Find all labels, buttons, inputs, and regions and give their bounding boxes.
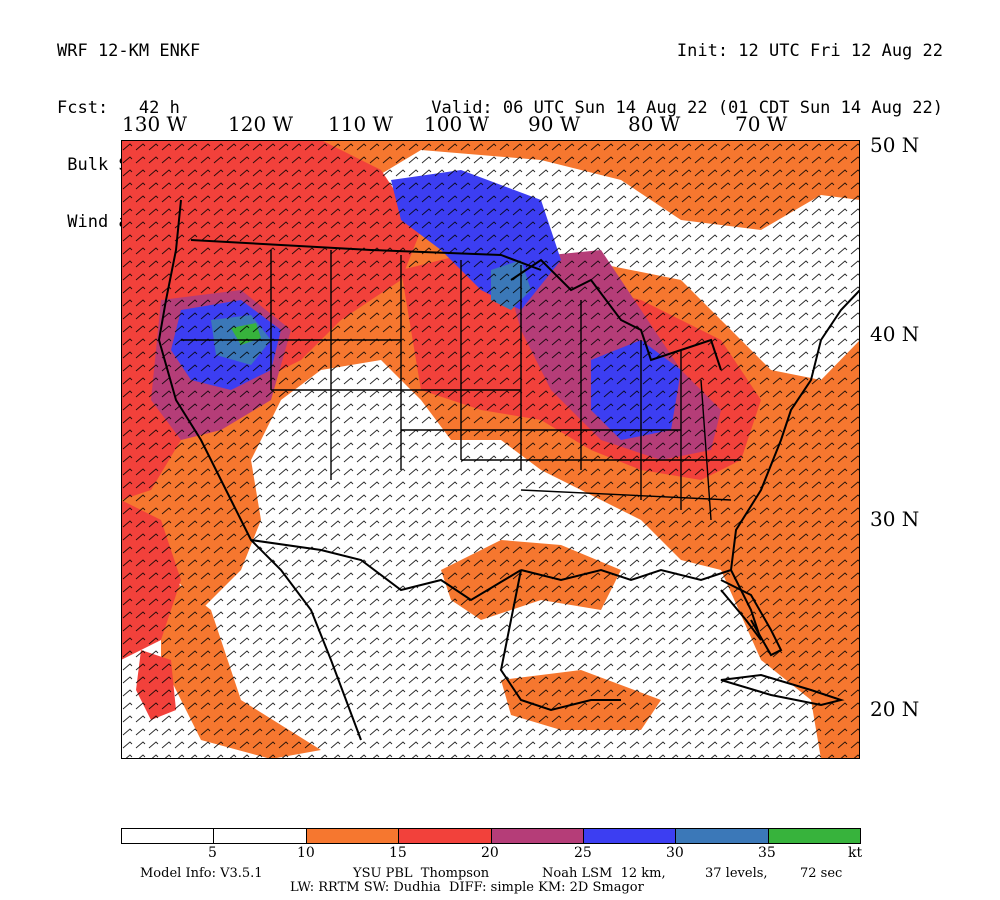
- colorbar-unit: kt: [848, 845, 863, 861]
- wind-barb-field: [121, 140, 860, 759]
- gulf-coast: [520, 568, 762, 641]
- cuba: [720, 673, 845, 707]
- colorbar-seg-5: [583, 829, 677, 843]
- colorbar-label-35: 35: [758, 845, 776, 861]
- colorbar-seg-4: [491, 829, 584, 843]
- us-mexico-border: [250, 539, 522, 602]
- colorbar-label-15: 15: [389, 845, 407, 861]
- lat-label-50n: 50 N: [870, 133, 920, 157]
- lon-label-100w: 100 W: [424, 112, 490, 136]
- init-time: Init: 12 UTC Fri 12 Aug 22: [676, 41, 943, 61]
- lon-label-80w: 80 W: [628, 112, 681, 136]
- great-lakes: [510, 258, 722, 371]
- colorbar-label-10: 10: [297, 845, 315, 861]
- east-coast: [730, 289, 860, 571]
- footer-model-version: Model Info: V3.5.1: [140, 866, 263, 881]
- canada-border: [190, 239, 542, 271]
- footer-levels: 37 levels,: [705, 866, 768, 881]
- footer-radiation-diffusion: LW: RRTM SW: Dudhia DIFF: simple KM: 2D …: [290, 880, 644, 895]
- colorbar: [121, 828, 861, 844]
- colorbar-seg-0: [122, 829, 215, 843]
- lon-label-70w: 70 W: [735, 112, 788, 136]
- footer-timestep: 72 sec: [800, 866, 843, 881]
- valid-time: Valid: 06 UTC Sun 14 Aug 22 (01 CDT Sun …: [431, 98, 943, 118]
- lon-label-120w: 120 W: [228, 112, 294, 136]
- header-right: Init: 12 UTC Fri 12 Aug 22 Valid: 06 UTC…: [431, 4, 943, 137]
- west-coast: [157, 199, 362, 741]
- lon-label-90w: 90 W: [528, 112, 581, 136]
- shear-map: [121, 140, 860, 759]
- colorbar-seg-7: [768, 829, 860, 843]
- state-lines: [181, 250, 741, 521]
- footer-lsm-resolution: Noah LSM 12 km,: [542, 866, 666, 881]
- map-border: [121, 140, 860, 759]
- colorbar-label-25: 25: [574, 845, 592, 861]
- forecast-hour: Fcst: 42 h: [57, 98, 180, 118]
- lat-label-30n: 30 N: [870, 507, 920, 531]
- colorbar-seg-1: [214, 829, 307, 843]
- boundaries: [157, 199, 860, 741]
- colorbar-seg-2: [306, 829, 400, 843]
- colorbar-label-30: 30: [666, 845, 684, 861]
- lat-label-20n: 20 N: [870, 697, 920, 721]
- model-title: WRF 12-KM ENKF: [57, 41, 201, 61]
- florida: [720, 579, 783, 657]
- lon-label-130w: 130 W: [122, 112, 188, 136]
- mexico-gulf-coast: [499, 569, 621, 712]
- colorbar-label-20: 20: [481, 845, 499, 861]
- colorbar-label-5: 5: [208, 845, 217, 861]
- lon-label-110w: 110 W: [328, 112, 394, 136]
- colorbar-seg-3: [399, 829, 492, 843]
- colorbar-seg-6: [676, 829, 769, 843]
- footer-physics: YSU PBL Thompson: [353, 866, 490, 881]
- lat-label-40n: 40 N: [870, 322, 920, 346]
